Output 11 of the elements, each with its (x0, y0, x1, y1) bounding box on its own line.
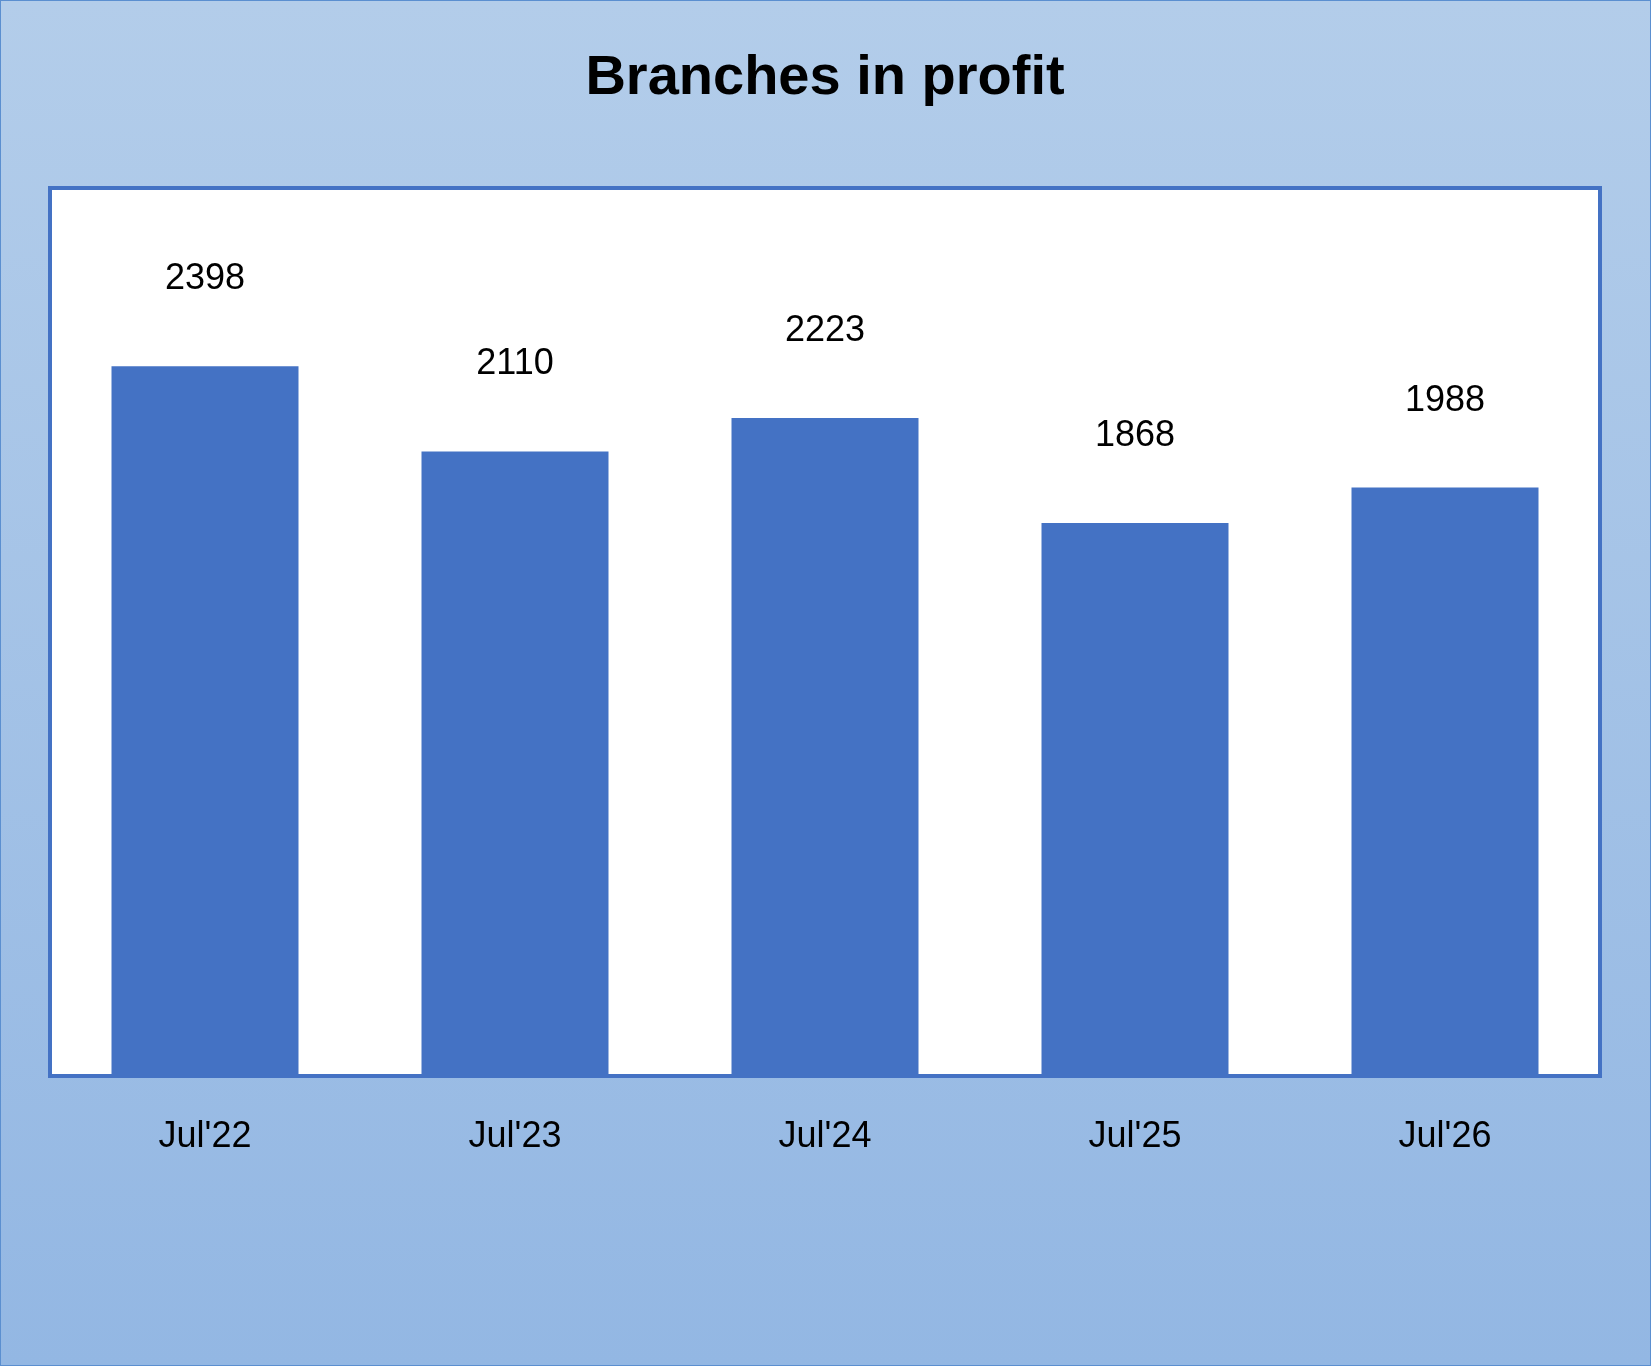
x-tick-label: Jul'23 (468, 1113, 562, 1155)
data-label: 1988 (1404, 377, 1486, 419)
data-label: 2110 (476, 341, 554, 383)
chart-title: Branches in profit (585, 43, 1065, 106)
x-tick-label: Jul'26 (1398, 1113, 1492, 1155)
x-tick-label: Jul'22 (158, 1113, 252, 1155)
data-label: 2223 (784, 307, 866, 349)
data-label: 2398 (164, 256, 246, 298)
x-tick-label: Jul'25 (1088, 1113, 1182, 1155)
data-label: 1868 (1094, 413, 1176, 455)
x-tick-label: Jul'24 (778, 1113, 872, 1155)
